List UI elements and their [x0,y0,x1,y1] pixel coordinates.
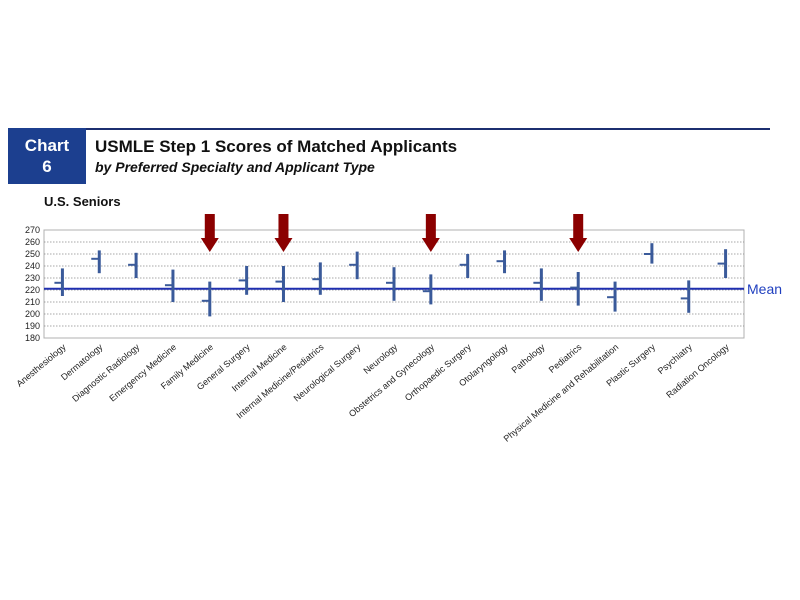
y-tick-label: 220 [25,285,40,295]
y-tick-label: 210 [25,297,40,307]
category-label: Diagnostic Radiology [70,342,142,404]
highlight-arrow [274,214,293,252]
chart-title: USMLE Step 1 Scores of Matched Applicant… [95,137,458,156]
category-label: Orthopaedic Surgery [403,342,473,403]
category-label: Anesthesiology [15,342,69,389]
mean-label: Mean [747,281,782,297]
y-tick-label: 270 [25,225,40,235]
chart-number-badge: Chart 6 [8,128,86,184]
highlight-arrow [569,214,588,252]
highlight-arrow [421,214,440,252]
plot-frame [43,229,745,339]
y-tick-label: 260 [25,237,40,247]
y-tick-label: 230 [25,273,40,283]
category-label: Radiation Oncology [664,342,731,400]
chart-subtitle: by Preferred Specialty and Applicant Typ… [95,159,375,175]
badge-label: Chart [24,136,70,155]
y-tick-label: 180 [25,333,40,343]
y-tick-label: 250 [25,249,40,259]
y-tick-label: 190 [25,321,40,331]
badge-number: 6 [42,157,52,176]
category-label: Neurological Surgery [292,342,363,404]
category-label: Emergency Medicine [107,342,178,404]
y-tick-label: 200 [25,309,40,319]
y-tick-label: 240 [25,261,40,271]
category-label: Pediatrics [547,342,584,375]
section-label: U.S. Seniors [44,194,121,209]
highlight-arrow [200,214,219,252]
header-rule [8,128,770,130]
category-label: Pathology [510,342,547,376]
